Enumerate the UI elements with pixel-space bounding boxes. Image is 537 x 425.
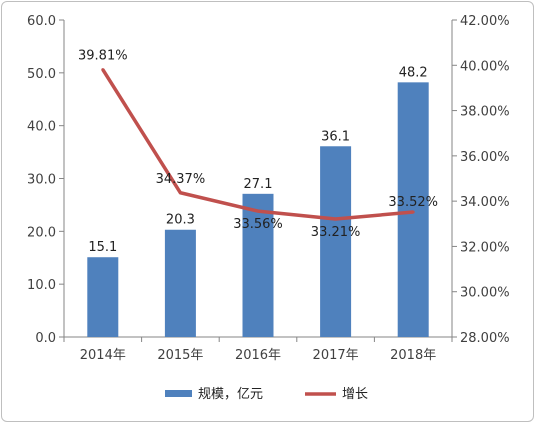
data-labels: 15.1 20.3 27.1 36.1 48.2 39.81% 34.37% 33.56% 33… bbox=[78, 49, 438, 256]
bar-value-label: 15.1 bbox=[88, 240, 117, 255]
growth-point bbox=[256, 209, 260, 213]
bar-series bbox=[87, 82, 429, 338]
line-series bbox=[101, 68, 415, 221]
legend-bar-label: 规模，亿元 bbox=[198, 387, 263, 402]
right-tick-label: 32.00% bbox=[460, 240, 510, 255]
growth-point bbox=[411, 210, 415, 214]
left-tick-label: 10.0 bbox=[27, 278, 56, 293]
x-tick-label: 2014年 bbox=[80, 348, 126, 363]
right-tick-label: 42.00% bbox=[460, 14, 510, 29]
left-tick-label: 40.0 bbox=[27, 120, 56, 135]
right-tick-label: 40.00% bbox=[460, 59, 510, 74]
x-tick-label: 2018年 bbox=[390, 348, 436, 363]
bar-value-label: 36.1 bbox=[321, 129, 350, 144]
right-tick-label: 28.00% bbox=[460, 331, 510, 346]
bar bbox=[320, 146, 352, 337]
bar-value-label: 27.1 bbox=[244, 177, 273, 192]
bar bbox=[164, 229, 196, 337]
left-tick-label: 60.0 bbox=[27, 14, 56, 29]
growth-point bbox=[334, 217, 338, 221]
growth-value-label: 39.81% bbox=[78, 49, 128, 64]
growth-value-label: 33.56% bbox=[233, 217, 283, 232]
right-tick-label: 38.00% bbox=[460, 105, 510, 120]
bar bbox=[397, 82, 429, 338]
left-tick-label: 50.0 bbox=[27, 67, 56, 82]
legend-line-label: 增长 bbox=[342, 387, 368, 402]
growth-point bbox=[178, 191, 182, 195]
x-tick-label: 2015年 bbox=[157, 348, 203, 363]
bar-value-label: 48.2 bbox=[399, 65, 428, 80]
x-tick-label: 2017年 bbox=[313, 348, 359, 363]
chart-axes: 0.0 10.0 20.0 30.0 40.0 50.0 60.0 28.00% 30.00% 3… bbox=[27, 14, 510, 363]
growth-point bbox=[101, 68, 105, 72]
growth-value-label: 34.37% bbox=[156, 172, 206, 187]
legend-bar-swatch bbox=[165, 390, 192, 397]
growth-value-label: 33.52% bbox=[388, 195, 438, 210]
right-tick-label: 30.00% bbox=[460, 286, 510, 301]
right-tick-label: 36.00% bbox=[460, 150, 510, 165]
bar-value-label: 20.3 bbox=[166, 213, 195, 228]
bar bbox=[242, 193, 274, 337]
left-tick-label: 0.0 bbox=[35, 331, 56, 346]
bar bbox=[87, 257, 119, 337]
x-tick-label: 2016年 bbox=[235, 348, 281, 363]
growth-value-label: 33.21% bbox=[311, 225, 361, 240]
left-tick-label: 20.0 bbox=[27, 225, 56, 240]
right-tick-label: 34.00% bbox=[460, 195, 510, 210]
left-tick-label: 30.0 bbox=[27, 173, 56, 188]
chart-legend: 规模，亿元 增长 bbox=[165, 387, 368, 402]
